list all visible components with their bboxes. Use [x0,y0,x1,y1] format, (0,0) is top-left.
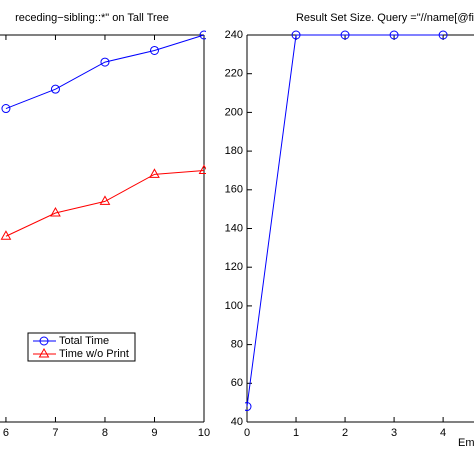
marker [291,30,301,40]
y-tick-label: 80 [231,339,243,351]
legend-marker [38,347,50,358]
x-tick-label: 3 [391,427,397,439]
y-tick-label: 240 [225,29,243,41]
marker [149,168,160,178]
marker [50,207,61,217]
plot-area [0,30,206,240]
marker [438,30,448,40]
chart-title: Result Set Size. Query ="//name[@fi [296,12,474,24]
legend-label: Total Time [59,335,109,347]
y-tick-label: 60 [231,377,243,389]
chart-title: receding−sibling::*" on Tall Tree [15,12,169,24]
x-tick-label: 10 [198,427,210,439]
series-line [5,169,205,237]
y-tick-label: 120 [225,261,243,273]
y-tick-label: 160 [225,184,243,196]
y-tick-label: 40 [231,416,243,428]
x-tick-label: 8 [102,427,108,439]
x-tick-label: 7 [52,427,58,439]
legend-label: Time w/o Print [59,348,129,360]
x-tick-label: 4 [440,427,446,439]
series-line [5,34,205,109]
marker [99,195,111,205]
marker [1,104,11,114]
y-tick-label: 140 [225,222,243,234]
y-tick-label: 180 [225,145,243,157]
marker [198,164,206,174]
marker [389,30,399,40]
series-line [246,34,444,407]
x-axis-label: Em [458,437,474,449]
marker [100,57,110,67]
x-tick-label: 0 [244,427,250,439]
plot-area [245,30,448,412]
y-tick-label: 100 [225,300,243,312]
marker [0,230,12,240]
marker [245,402,252,412]
marker [149,45,159,55]
x-tick-label: 1 [293,427,299,439]
y-tick-label: 200 [225,106,243,118]
x-tick-label: 6 [3,427,9,439]
marker [50,84,60,94]
marker [199,30,206,40]
y-tick-label: 220 [225,68,243,80]
marker [340,30,350,40]
x-tick-label: 2 [342,427,348,439]
legend-marker [39,336,49,346]
x-tick-label: 9 [151,427,157,439]
